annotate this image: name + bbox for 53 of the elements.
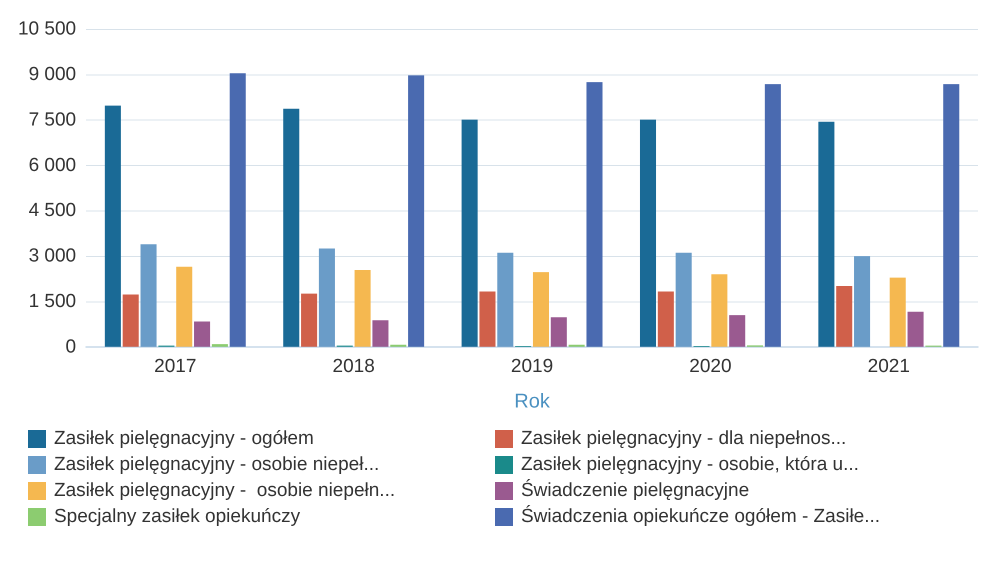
bar xyxy=(676,252,692,347)
y-tick-label: 3 000 xyxy=(28,246,76,267)
bar xyxy=(711,274,728,347)
bar xyxy=(836,286,852,347)
bar xyxy=(908,312,924,347)
x-tick-label: 2017 xyxy=(154,356,196,377)
y-tick-label: 4 500 xyxy=(28,200,76,222)
x-tick-label: 2020 xyxy=(689,356,732,377)
bar xyxy=(372,320,388,347)
bar xyxy=(122,294,139,347)
y-tick-label: 6 000 xyxy=(28,154,76,176)
x-tick-label: 2019 xyxy=(510,356,554,377)
legend-label: Świadczenia opiekuńcze ogółem - Zasiłe... xyxy=(521,506,880,528)
bar xyxy=(354,270,371,347)
bar xyxy=(586,82,603,347)
bar xyxy=(301,294,318,347)
bar xyxy=(658,292,674,347)
bar xyxy=(497,252,514,347)
bar xyxy=(818,122,834,347)
legend-label: Zasiłek pielęgnacyjny - ogółem xyxy=(54,428,314,450)
bar xyxy=(283,108,300,347)
legend-label: Zasiłek pielęgnacyjny - osobie niepeł... xyxy=(54,454,380,476)
bar xyxy=(140,244,157,347)
bar xyxy=(729,315,746,347)
bar xyxy=(408,75,424,347)
bar xyxy=(176,266,192,347)
bar xyxy=(550,317,567,347)
bar xyxy=(462,120,478,347)
bar xyxy=(764,84,781,347)
bar xyxy=(230,73,246,347)
x-tick-label: 2018 xyxy=(332,356,375,377)
legend-label: Zasiłek pielęgnacyjny - osobie niepełn... xyxy=(54,480,396,502)
bar xyxy=(854,256,870,347)
bar xyxy=(943,84,960,347)
legend-label: Zasiłek pielęgnacyjny - dla niepełnos... xyxy=(521,428,846,450)
bar xyxy=(890,278,906,347)
bar xyxy=(479,292,496,347)
bar xyxy=(318,248,335,347)
y-tick-label: 0 xyxy=(66,336,76,358)
y-tick-label: 9 000 xyxy=(28,64,76,86)
bar xyxy=(194,321,210,347)
legend-label: Specjalny zasiłek opiekuńczy xyxy=(54,506,300,528)
bar xyxy=(104,106,121,347)
bar xyxy=(640,120,656,347)
bar xyxy=(212,344,228,347)
legend-label: Zasiłek pielęgnacyjny - osobie, która u... xyxy=(521,454,859,476)
bar xyxy=(532,272,550,347)
x-axis-title: Rok xyxy=(514,390,551,413)
y-tick-label: 7 500 xyxy=(28,109,76,130)
x-tick-label: 2021 xyxy=(868,356,910,377)
y-tick-label: 10 500 xyxy=(18,18,76,40)
legend-label: Świadczenie pielęgnacyjne xyxy=(521,480,750,502)
y-tick-label: 1 500 xyxy=(28,291,76,312)
